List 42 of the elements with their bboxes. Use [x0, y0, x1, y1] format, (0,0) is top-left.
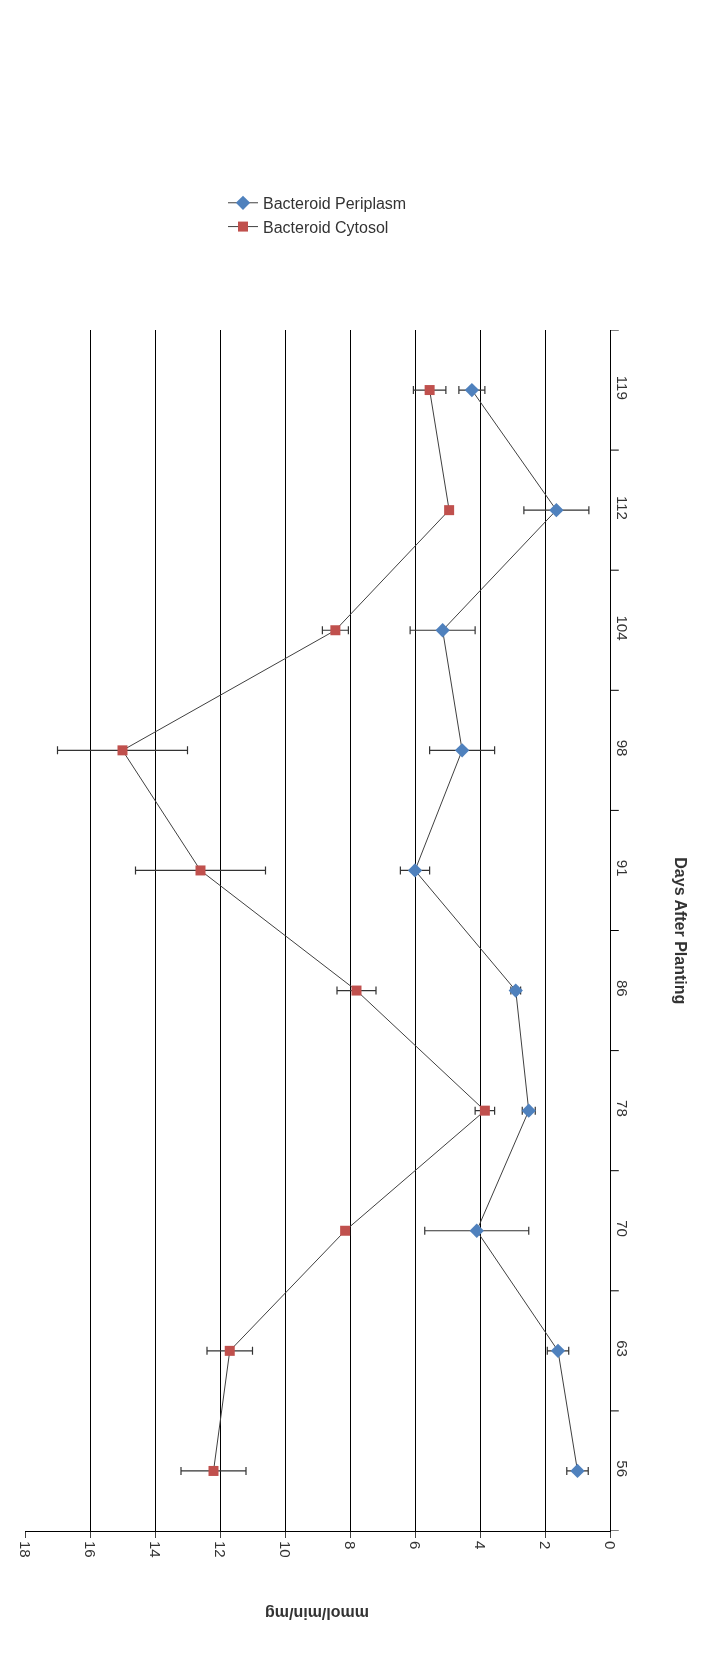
x-tick-label: 14 — [147, 1541, 165, 1558]
point — [195, 865, 206, 876]
x-tick-label: 0 — [602, 1541, 620, 1550]
point — [117, 745, 128, 756]
x-tick-label: 4 — [472, 1541, 490, 1550]
y-tick-label: 112 — [614, 495, 631, 520]
legend-label: Bacteroid Periplasm — [263, 195, 407, 213]
point — [570, 1463, 585, 1479]
point — [424, 385, 435, 396]
point — [469, 1223, 484, 1238]
y-tick-label: 86 — [614, 979, 631, 997]
point — [407, 863, 423, 878]
y-tick-label: 63 — [614, 1340, 631, 1357]
x-tick-label: 8 — [342, 1541, 360, 1550]
y-tick-label: 98 — [614, 739, 631, 757]
y-tick-label: 78 — [614, 1100, 631, 1117]
y-tick-label: 119 — [614, 375, 631, 400]
legend-label: Bacteroid Cytosol — [263, 218, 389, 236]
y-tick-label: 104 — [614, 615, 631, 641]
x-axis-title: mmol/min/mg — [264, 1605, 369, 1623]
x-tick-label: 6 — [407, 1541, 425, 1550]
point — [479, 1105, 490, 1116]
x-tick-label: 10 — [277, 1541, 295, 1558]
point — [444, 505, 455, 516]
point — [224, 1345, 235, 1356]
x-tick-label: 12 — [212, 1541, 230, 1558]
point — [550, 1343, 566, 1358]
x-tick-label: 18 — [17, 1541, 35, 1558]
point — [351, 985, 362, 996]
point — [454, 743, 470, 758]
y-tick-label: 70 — [614, 1220, 631, 1237]
x-tick-label: 2 — [537, 1541, 555, 1550]
point — [208, 1465, 219, 1476]
point — [464, 382, 480, 398]
point — [340, 1225, 351, 1236]
point — [435, 623, 450, 638]
point — [330, 625, 341, 636]
y-axis-title: Days After Planting — [671, 857, 689, 1005]
y-tick-label: 91 — [614, 859, 631, 877]
x-tick-label: 16 — [82, 1541, 100, 1558]
point — [549, 503, 564, 518]
y-tick-label: 56 — [614, 1460, 631, 1478]
